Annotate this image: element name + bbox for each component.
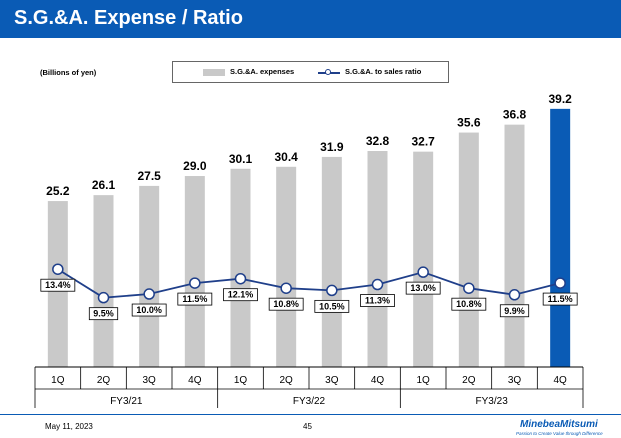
ratio-point xyxy=(371,278,384,291)
title-bar: S.G.&A. Expense / Ratio xyxy=(0,0,621,38)
bar xyxy=(367,151,388,367)
page-title: S.G.&A. Expense / Ratio xyxy=(14,7,243,29)
footer-date: May 11, 2023 xyxy=(45,422,93,431)
legend-bar-swatch xyxy=(203,69,225,76)
ratio-point xyxy=(554,277,566,289)
x-tick-label: 3Q xyxy=(142,375,156,386)
brand-tagline: Passion to Create Value through Differen… xyxy=(516,431,603,436)
x-tick-label: 1Q xyxy=(234,375,248,386)
ratio-value-label: 11.5% xyxy=(182,294,207,304)
ratio-label-box xyxy=(451,297,487,311)
bar-value-label: 30.4 xyxy=(274,150,298,164)
x-tick-label: 1Q xyxy=(416,375,430,386)
ratio-label-box xyxy=(268,297,304,311)
page-number: 45 xyxy=(303,422,312,431)
group-label: FY3/23 xyxy=(476,396,509,407)
ratio-value-label: 11.5% xyxy=(548,294,573,304)
bar xyxy=(550,108,571,367)
ratio-label-box xyxy=(314,299,350,313)
bar-value-label: 36.8 xyxy=(503,108,527,122)
x-tick-label: 4Q xyxy=(371,375,385,386)
ratio-label-box xyxy=(360,294,395,307)
ratio-point xyxy=(463,282,475,294)
legend-line-marker xyxy=(325,69,331,75)
bar-value-label: 27.5 xyxy=(137,169,161,183)
bar xyxy=(413,151,434,367)
ratio-value-label: 13.4% xyxy=(45,280,71,290)
unit-label: (Billions of yen) xyxy=(40,68,97,77)
ratio-point xyxy=(326,284,338,297)
bar xyxy=(139,185,160,367)
x-tick-label: 2Q xyxy=(279,375,293,386)
group-label: FY3/22 xyxy=(293,396,326,407)
bar-value-label: 35.6 xyxy=(457,116,481,130)
bar xyxy=(276,166,297,367)
ratio-label-box xyxy=(88,307,119,321)
bar xyxy=(458,132,479,367)
ratio-line xyxy=(57,268,561,299)
ratio-label-box xyxy=(405,281,441,295)
legend: S.G.&A. expenses S.G.&A. to sales ratio xyxy=(172,61,449,83)
ratio-value-label: 10.0% xyxy=(136,305,162,315)
ratio-value-label: 12.1% xyxy=(228,290,254,300)
bar xyxy=(184,176,205,367)
bar xyxy=(230,168,251,367)
x-tick-label: 4Q xyxy=(553,375,567,386)
bar-value-label: 39.2 xyxy=(548,92,572,106)
ratio-label-box xyxy=(131,303,167,317)
ratio-point xyxy=(280,282,292,294)
x-tick-label: 4Q xyxy=(188,375,202,386)
ratio-label-box xyxy=(499,304,530,318)
ratio-point xyxy=(508,289,521,301)
ratio-value-label: 10.5% xyxy=(319,301,345,311)
bar xyxy=(321,156,342,367)
x-tick-label: 2Q xyxy=(97,375,111,386)
bar-value-label: 31.9 xyxy=(320,140,344,154)
ratio-value-label: 11.3% xyxy=(365,296,390,306)
x-tick-label: 3Q xyxy=(325,375,339,386)
x-tick-label: 3Q xyxy=(508,375,522,386)
ratio-label-box xyxy=(542,292,578,306)
group-label: FY3/21 xyxy=(110,396,143,407)
ratio-point xyxy=(143,288,155,300)
bar xyxy=(504,124,525,367)
ratio-label-box xyxy=(223,288,258,302)
x-tick-label: 1Q xyxy=(51,375,65,386)
ratio-point xyxy=(417,266,429,278)
footer-divider xyxy=(0,414,621,415)
bar-value-label: 25.2 xyxy=(46,184,70,198)
legend-bar-label: S.G.&A. expenses xyxy=(230,67,295,76)
bar-value-label: 32.8 xyxy=(366,134,390,148)
ratio-label-box xyxy=(177,292,213,306)
x-tick-label: 2Q xyxy=(462,375,476,386)
ratio-value-label: 9.5% xyxy=(93,309,114,319)
bar-value-label: 32.7 xyxy=(411,135,435,149)
bar-value-label: 26.1 xyxy=(92,178,116,192)
ratio-value-label: 13.0% xyxy=(410,283,436,293)
ratio-value-label: 10.8% xyxy=(273,299,299,309)
brand-logo: MinebeaMitsumi xyxy=(520,419,598,430)
ratio-point xyxy=(234,272,247,285)
ratio-value-label: 9.9% xyxy=(504,306,525,316)
ratio-value-label: 10.8% xyxy=(456,299,482,309)
bar-value-label: 29.0 xyxy=(183,159,207,173)
bar-value-label: 30.1 xyxy=(229,152,253,166)
bar xyxy=(93,195,114,367)
ratio-point xyxy=(97,291,110,304)
ratio-point xyxy=(189,277,201,289)
legend-line-label: S.G.&A. to sales ratio xyxy=(345,67,422,76)
ratio-label-box xyxy=(40,278,76,292)
ratio-point xyxy=(52,263,64,275)
